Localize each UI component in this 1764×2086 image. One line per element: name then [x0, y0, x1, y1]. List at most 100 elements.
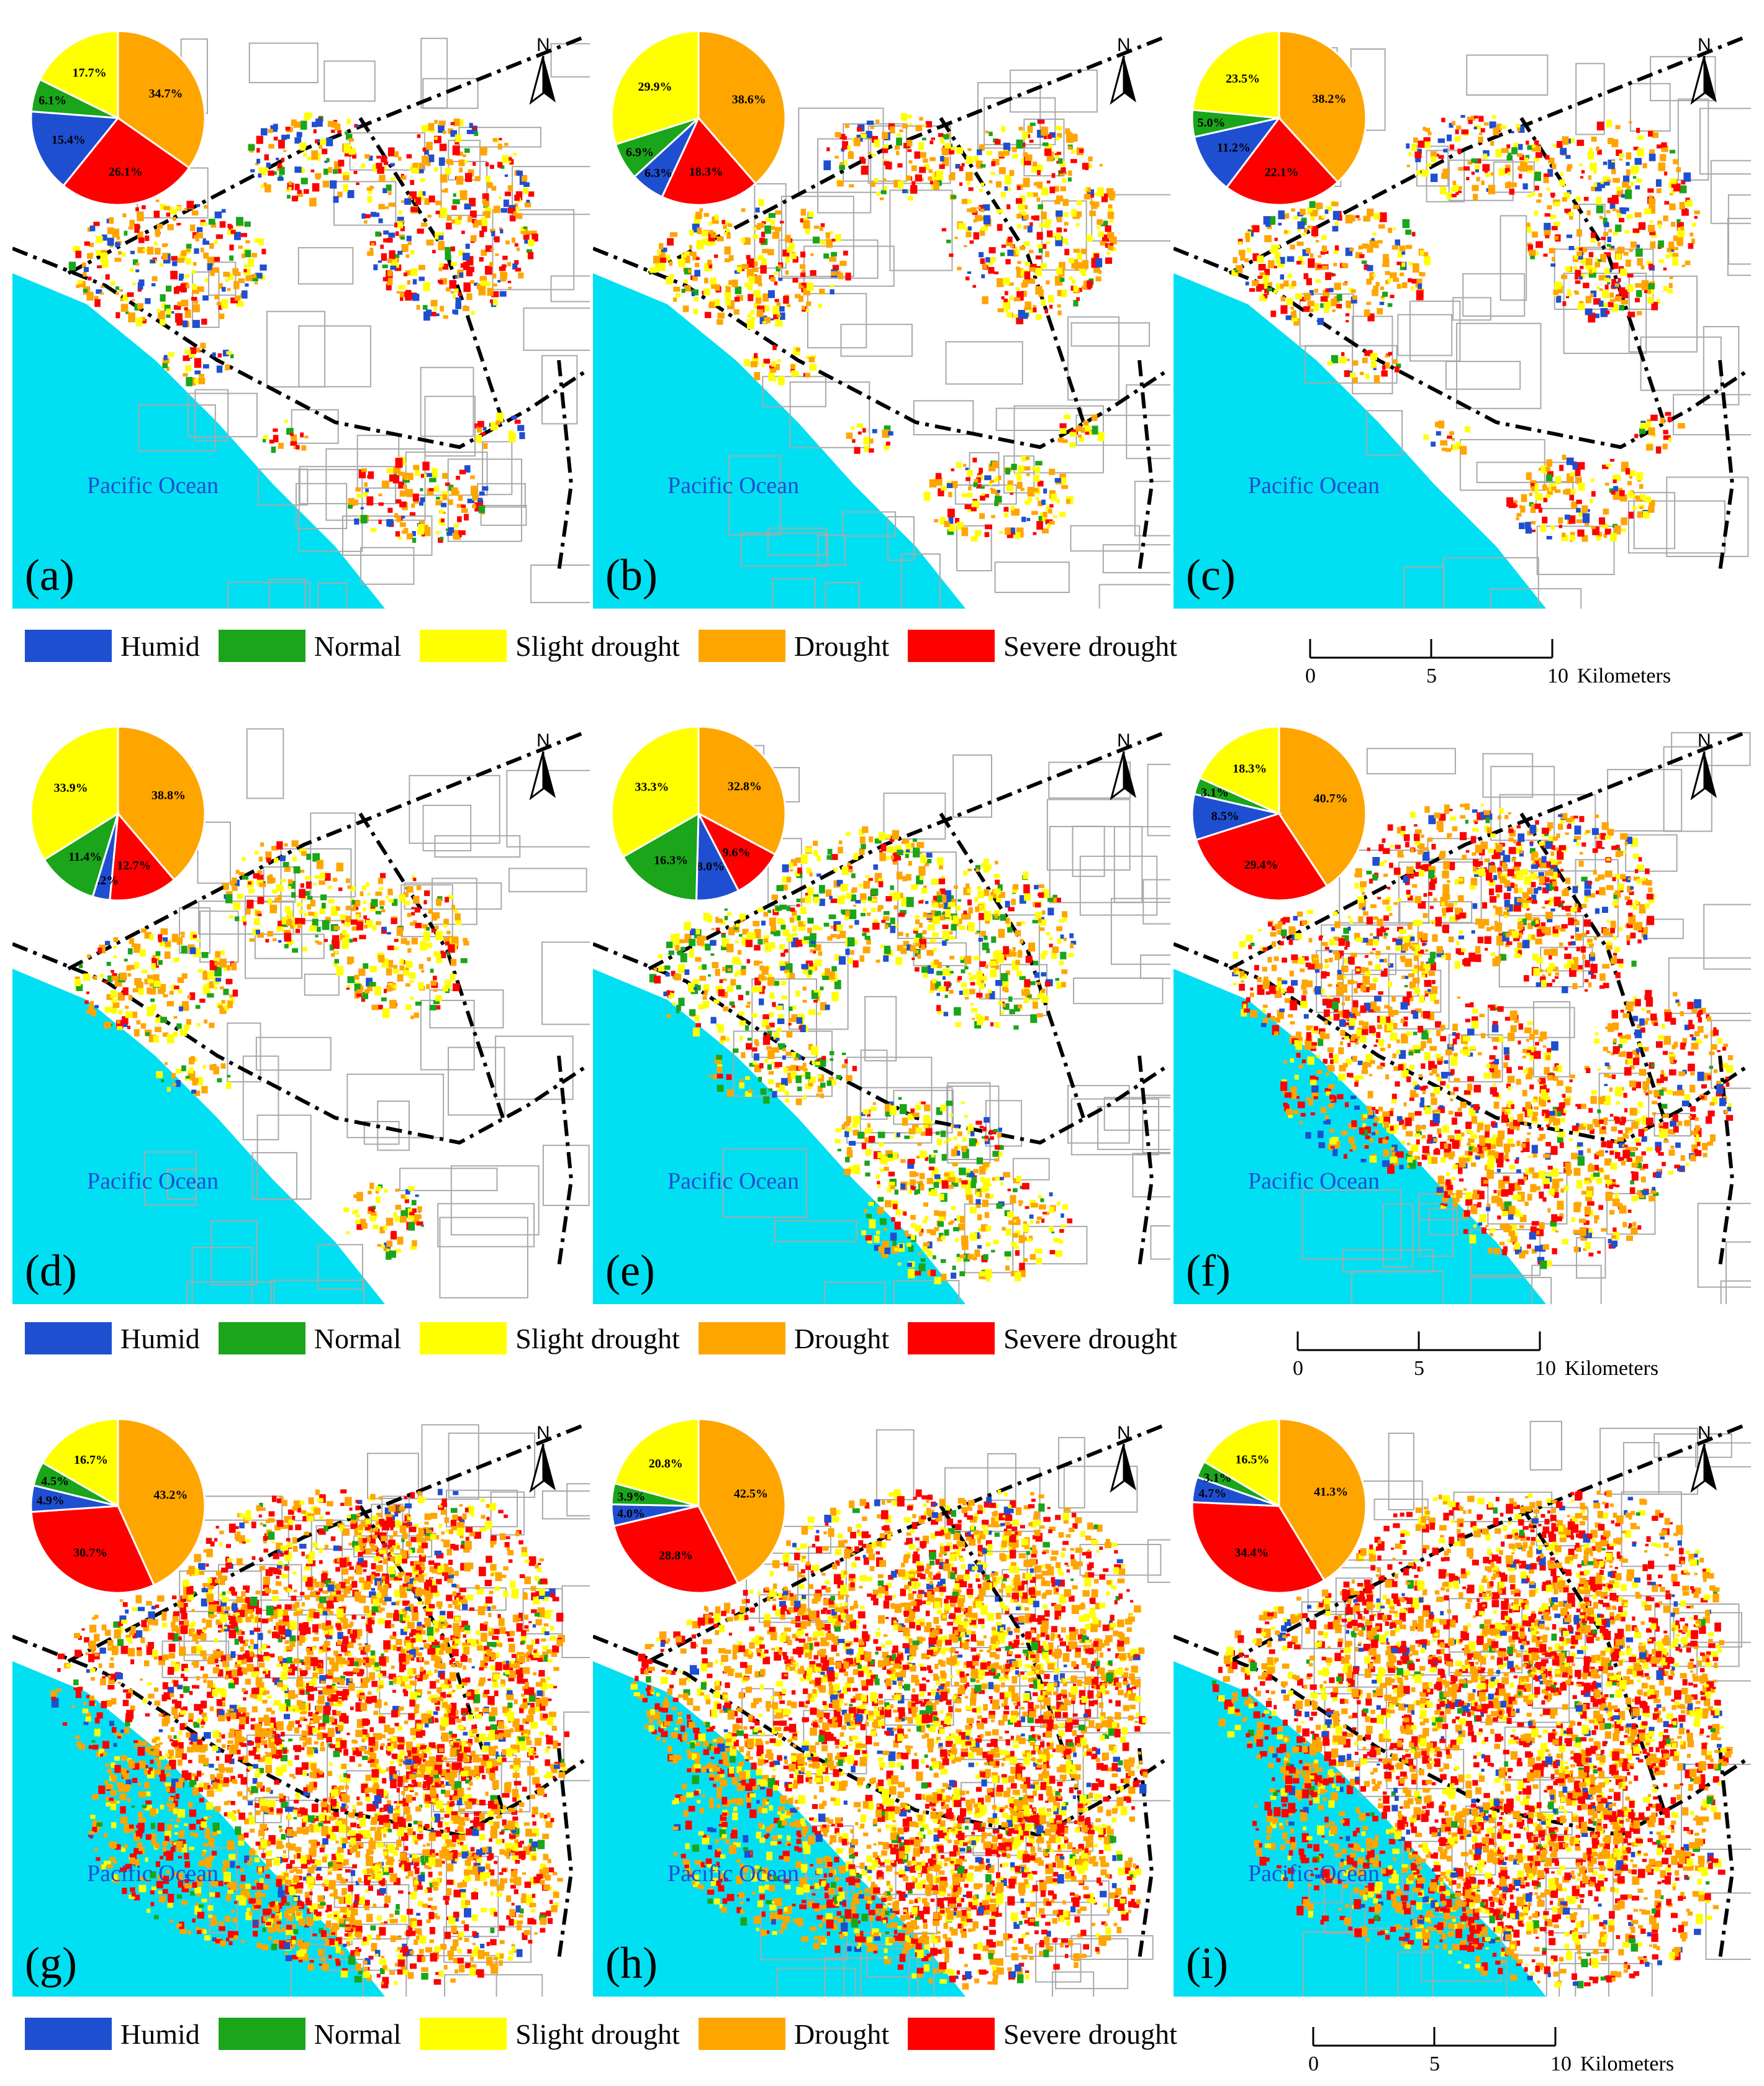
pie-label-normal: 5.0%: [1198, 116, 1226, 130]
scale-tick-label: 10: [1547, 664, 1568, 688]
legend-swatch-drought: [699, 630, 785, 662]
pie-chart: 38.2%22.1%11.2%5.0%23.5%: [1186, 25, 1372, 211]
pie-label-severe: 18.3%: [689, 165, 723, 179]
ocean-label: Pacific Ocean: [1248, 1168, 1380, 1195]
north-label: N: [1698, 1423, 1711, 1444]
legend-swatch-severe: [908, 630, 995, 662]
legend-swatch-slight: [420, 1322, 507, 1354]
legend-item-severe: Severe drought: [908, 2018, 1177, 2051]
pie-chart-container: 40.7%29.4%8.5%3.1%18.3%: [1186, 720, 1372, 907]
pie-chart-container: 32.8%9.6%8.0%16.3%33.3%: [605, 720, 792, 907]
panel-label: (c): [1186, 550, 1236, 601]
legend-item-drought: Drought: [699, 2018, 889, 2051]
pie-chart-container: 34.7%26.1%15.4%6.1%17.7%: [25, 25, 211, 211]
pie-label-drought: 42.5%: [734, 1487, 768, 1501]
panel-label: (i): [1186, 1938, 1228, 1989]
legend-label: Normal: [314, 1322, 402, 1355]
legend-label: Drought: [794, 630, 889, 663]
pie-label-severe: 9.6%: [722, 846, 750, 859]
legend-item-severe: Severe drought: [908, 630, 1177, 663]
pie-label-slight: 33.9%: [54, 781, 88, 795]
legend-label: Normal: [314, 630, 402, 663]
legend-item-humid: Humid: [25, 1322, 200, 1355]
legend-swatch-severe: [908, 2018, 995, 2050]
legend-item-humid: Humid: [25, 630, 200, 663]
pie-label-severe: 26.1%: [109, 165, 143, 179]
pie-chart: 32.8%9.6%8.0%16.3%33.3%: [605, 720, 792, 907]
legend-swatch-humid: [25, 630, 112, 662]
pie-label-humid: 8.5%: [1211, 810, 1239, 823]
legend-swatch-slight: [420, 630, 507, 662]
scale-tick-label: 0: [1305, 664, 1316, 688]
legend-swatch-normal: [219, 2018, 305, 2050]
legend-label: Severe drought: [1003, 630, 1177, 663]
pie-label-slight: 16.7%: [74, 1453, 108, 1467]
panel-label: (b): [605, 550, 658, 601]
north-arrow-icon: N: [1689, 1423, 1726, 1497]
north-label: N: [1698, 35, 1711, 56]
legend-item-drought: Drought: [699, 630, 889, 663]
legend-swatch-severe: [908, 1322, 995, 1354]
legend: Humid Normal Slight drought Drought Severe d…: [25, 627, 1196, 664]
pie-label-humid: 4.0%: [617, 1507, 645, 1521]
north-arrow-icon: N: [528, 730, 565, 805]
pie-label-drought: 38.8%: [152, 789, 186, 802]
pie-label-slight: 17.7%: [73, 66, 107, 79]
legend-item-slight: Slight drought: [420, 2018, 680, 2051]
pie-label-humid: 4.7%: [1198, 1487, 1226, 1500]
north-label: N: [1117, 35, 1131, 56]
legend-label: Humid: [120, 630, 200, 663]
scale-unit-label: Kilometers: [1565, 1357, 1658, 1381]
pie-chart-container: 38.6%18.3%6.3%6.9%29.9%: [605, 25, 792, 211]
scale-tick-label: 0: [1293, 1357, 1303, 1381]
pie-label-humid: 6.3%: [645, 166, 672, 180]
pie-label-slight: 16.5%: [1235, 1453, 1269, 1467]
pie-label-humid: 4.9%: [37, 1494, 65, 1508]
pie-label-slight: 20.8%: [649, 1457, 683, 1471]
scale-tick-label: 10: [1535, 1357, 1556, 1381]
legend-swatch-humid: [25, 2018, 112, 2050]
ocean-label: Pacific Ocean: [87, 1860, 219, 1887]
pie-label-severe: 12.7%: [117, 859, 152, 873]
legend-label: Severe drought: [1003, 2018, 1177, 2051]
legend-label: Severe drought: [1003, 1322, 1177, 1355]
panel-label: (h): [605, 1938, 658, 1989]
pie-chart: 38.8%12.7%3.2%11.4%33.9%: [25, 720, 211, 907]
north-label: N: [1117, 1423, 1131, 1444]
legend-swatch-drought: [699, 1322, 785, 1354]
legend-label: Humid: [120, 2018, 200, 2051]
panel-label: (a): [25, 550, 75, 601]
pie-chart-container: 42.5%28.8%4.0%3.9%20.8%: [605, 1413, 792, 1599]
pie-label-severe: 34.4%: [1234, 1546, 1269, 1560]
scale-tick-label: 5: [1429, 2052, 1440, 2076]
panel-label: (f): [1186, 1245, 1231, 1297]
legend-item-normal: Normal: [219, 630, 402, 663]
pie-label-normal: 3.9%: [617, 1490, 645, 1504]
pie-label-normal: 4.5%: [41, 1474, 69, 1488]
north-label: N: [1698, 730, 1711, 751]
pie-label-slight: 29.9%: [638, 80, 672, 94]
legend-item-slight: Slight drought: [420, 630, 680, 663]
north-label: N: [536, 35, 550, 56]
legend-label: Humid: [120, 1322, 200, 1355]
pie-chart: 43.2%30.7%4.9%4.5%16.7%: [25, 1413, 211, 1599]
pie-chart: 38.6%18.3%6.3%6.9%29.9%: [605, 25, 792, 211]
ocean-label: Pacific Ocean: [87, 1168, 219, 1195]
pie-label-drought: 38.2%: [1312, 93, 1346, 106]
north-label: N: [1117, 730, 1131, 751]
legend-item-severe: Severe drought: [908, 1322, 1177, 1355]
scale-unit-label: Kilometers: [1577, 664, 1671, 688]
panel-label: (e): [605, 1245, 655, 1297]
panel-label: (d): [25, 1245, 77, 1297]
legend-swatch-slight: [420, 2018, 507, 2050]
legend-label: Slight drought: [515, 2018, 680, 2051]
pie-chart: 42.5%28.8%4.0%3.9%20.8%: [605, 1413, 792, 1599]
